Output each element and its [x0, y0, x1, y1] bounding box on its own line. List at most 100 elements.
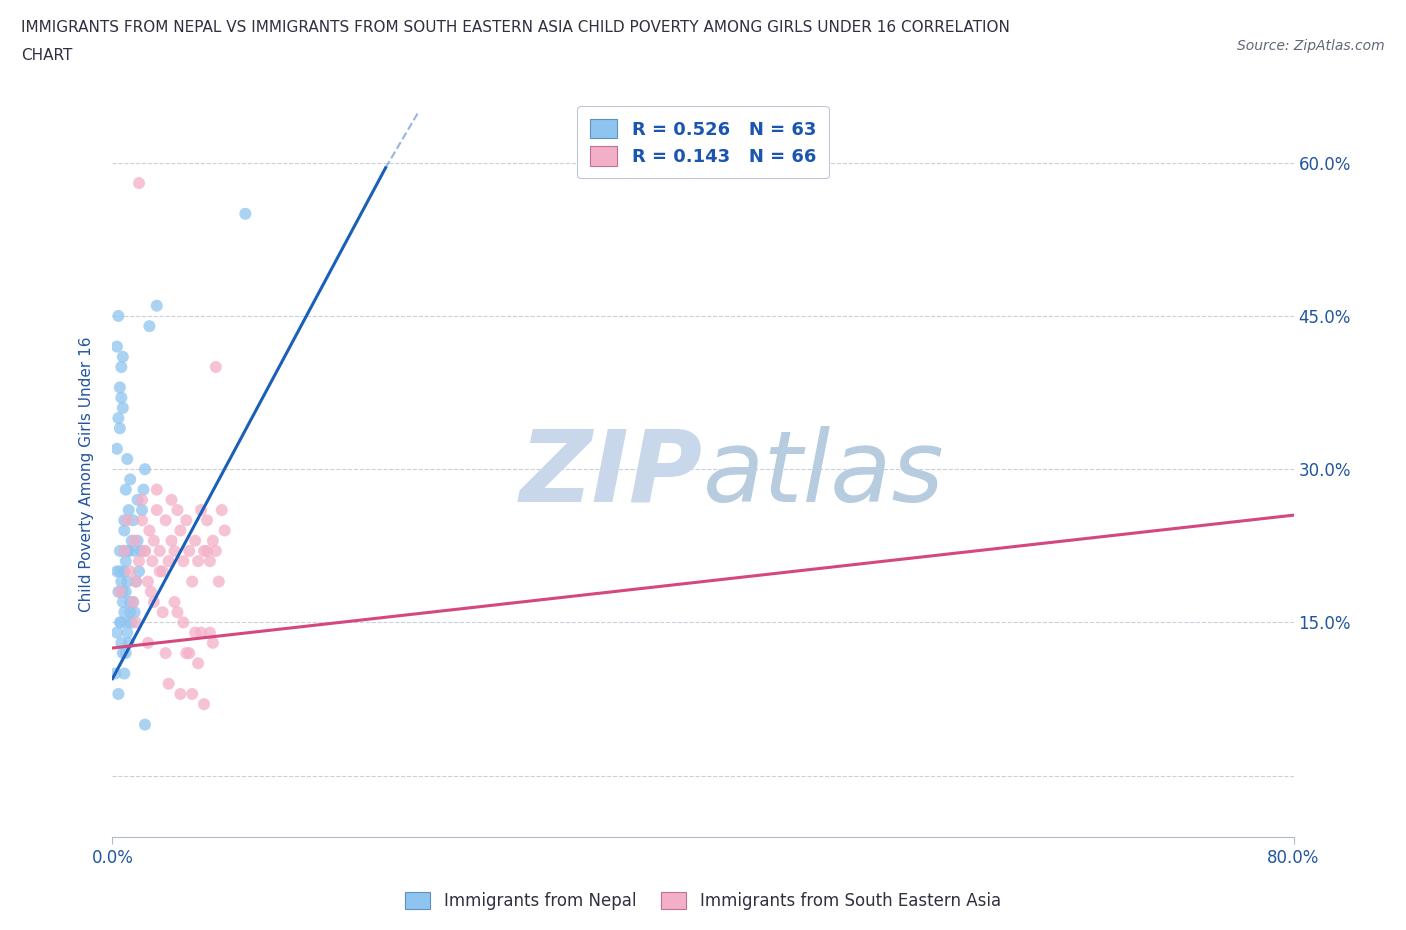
Point: [128, 564, 150, 578]
Legend: R = 0.526   N = 63, R = 0.143   N = 66: R = 0.526 N = 63, R = 0.143 N = 66: [578, 106, 828, 179]
Point: [114, 482, 136, 497]
Point: [108, 564, 131, 578]
Point: [233, 206, 256, 221]
Point: [121, 533, 143, 548]
Point: [208, 574, 231, 589]
Point: [142, 533, 165, 548]
Point: [205, 543, 228, 558]
Point: [114, 584, 136, 599]
Point: [131, 502, 153, 517]
Point: [108, 615, 131, 630]
Point: [110, 574, 132, 589]
Point: [125, 615, 148, 630]
Point: [187, 553, 209, 568]
Text: ZIP: ZIP: [520, 426, 703, 523]
Point: [114, 553, 136, 568]
Point: [155, 645, 177, 660]
Point: [105, 442, 128, 457]
Point: [142, 594, 165, 609]
Point: [195, 512, 218, 527]
Point: [114, 645, 136, 660]
Point: [149, 564, 172, 578]
Point: [141, 553, 163, 568]
Point: [112, 543, 135, 558]
Point: [125, 574, 148, 589]
Point: [110, 615, 132, 630]
Point: [127, 533, 149, 548]
Point: [118, 543, 141, 558]
Point: [124, 604, 146, 619]
Point: [125, 574, 148, 589]
Point: [110, 391, 132, 405]
Point: [110, 360, 132, 375]
Point: [134, 543, 156, 558]
Point: [112, 564, 135, 578]
Point: [157, 553, 180, 568]
Point: [118, 502, 141, 517]
Point: [187, 656, 209, 671]
Point: [107, 584, 129, 599]
Point: [146, 482, 169, 497]
Point: [122, 594, 145, 609]
Point: [120, 594, 142, 609]
Point: [111, 594, 134, 609]
Point: [117, 512, 138, 527]
Point: [131, 492, 153, 507]
Point: [112, 512, 135, 527]
Point: [105, 564, 128, 578]
Point: [108, 380, 131, 395]
Point: [169, 523, 191, 538]
Point: [166, 604, 188, 619]
Point: [184, 625, 207, 640]
Point: [181, 574, 204, 589]
Point: [201, 635, 224, 650]
Point: [163, 594, 186, 609]
Point: [214, 523, 236, 538]
Point: [198, 625, 221, 640]
Point: [111, 401, 134, 416]
Point: [121, 615, 143, 630]
Point: [107, 309, 129, 324]
Point: [198, 553, 221, 568]
Point: [211, 502, 233, 517]
Point: [120, 472, 142, 486]
Point: [117, 625, 138, 640]
Point: [190, 502, 212, 517]
Point: [138, 523, 160, 538]
Point: [157, 676, 180, 691]
Point: [124, 543, 146, 558]
Point: [128, 176, 150, 191]
Point: [108, 543, 131, 558]
Point: [120, 564, 142, 578]
Point: [149, 543, 172, 558]
Point: [118, 615, 141, 630]
Point: [127, 492, 149, 507]
Point: [112, 604, 135, 619]
Point: [104, 666, 127, 681]
Point: [190, 625, 212, 640]
Point: [146, 502, 169, 517]
Point: [163, 543, 186, 558]
Point: [110, 635, 132, 650]
Point: [172, 553, 194, 568]
Point: [132, 482, 155, 497]
Point: [120, 604, 142, 619]
Point: [174, 645, 197, 660]
Point: [184, 533, 207, 548]
Point: [136, 574, 159, 589]
Point: [129, 543, 152, 558]
Point: [122, 512, 145, 527]
Point: [179, 543, 201, 558]
Point: [146, 299, 169, 313]
Point: [112, 523, 135, 538]
Point: [136, 635, 159, 650]
Point: [112, 543, 135, 558]
Point: [124, 533, 146, 548]
Point: [111, 645, 134, 660]
Point: [111, 350, 134, 365]
Point: [112, 666, 135, 681]
Text: CHART: CHART: [21, 48, 73, 63]
Point: [134, 462, 156, 477]
Point: [193, 543, 215, 558]
Point: [152, 564, 174, 578]
